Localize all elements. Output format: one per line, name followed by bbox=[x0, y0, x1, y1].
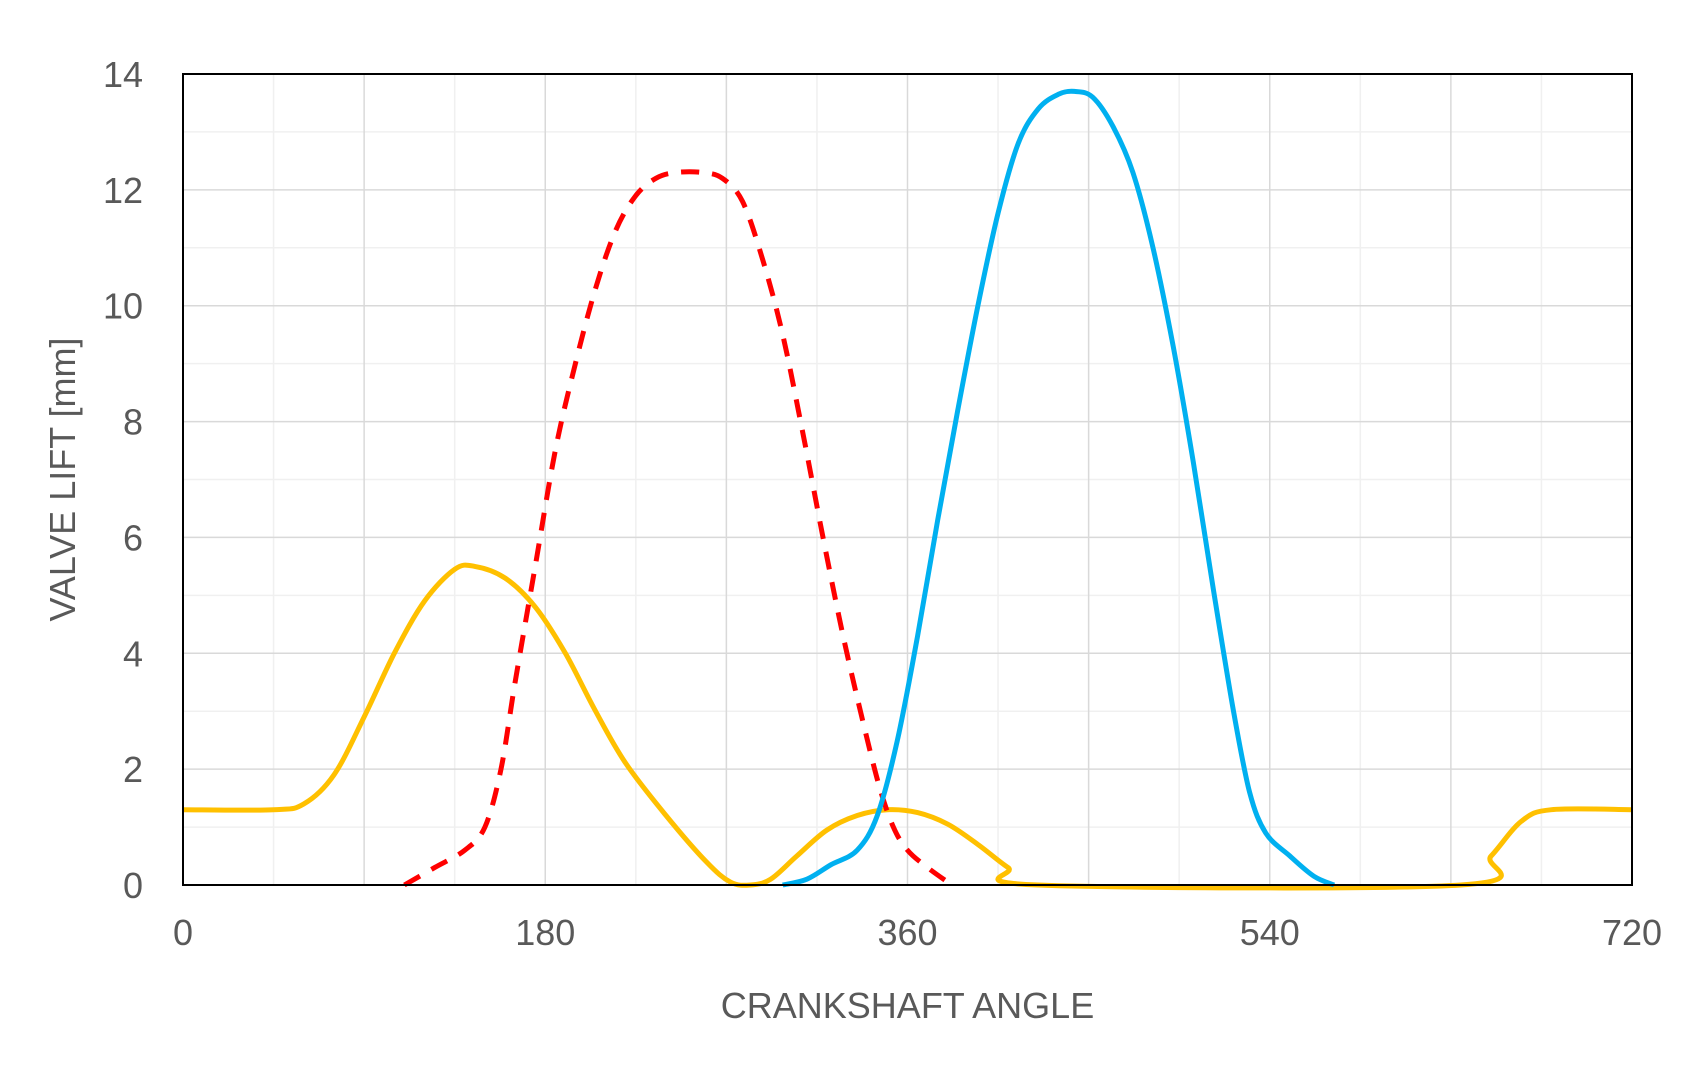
y-axis-ticks: 0 2 4 6 8 10 12 14 bbox=[103, 54, 143, 906]
series-line-red bbox=[403, 169, 954, 888]
y-tick-label: 6 bbox=[123, 517, 143, 558]
major-gridlines bbox=[183, 74, 1632, 885]
x-axis-ticks: 0 180 360 540 720 bbox=[173, 912, 1662, 953]
y-tick-label: 2 bbox=[123, 749, 143, 790]
x-axis-title: CRANKSHAFT ANGLE bbox=[721, 985, 1094, 1026]
x-tick-label: 180 bbox=[515, 912, 575, 953]
y-tick-label: 12 bbox=[103, 170, 143, 211]
y-tick-label: 10 bbox=[103, 286, 143, 327]
series-line-blue bbox=[782, 88, 1336, 888]
y-axis-title: VALVE LIFT [mm] bbox=[42, 337, 83, 621]
plot-frame bbox=[182, 73, 1633, 886]
x-tick-label: 720 bbox=[1602, 912, 1662, 953]
x-tick-label: 540 bbox=[1240, 912, 1300, 953]
x-tick-label: 0 bbox=[173, 912, 193, 953]
x-tick-label: 360 bbox=[877, 912, 937, 953]
y-tick-label: 8 bbox=[123, 402, 143, 443]
y-tick-label: 14 bbox=[103, 54, 143, 95]
y-tick-label: 4 bbox=[123, 633, 143, 674]
y-tick-label: 0 bbox=[123, 865, 143, 906]
